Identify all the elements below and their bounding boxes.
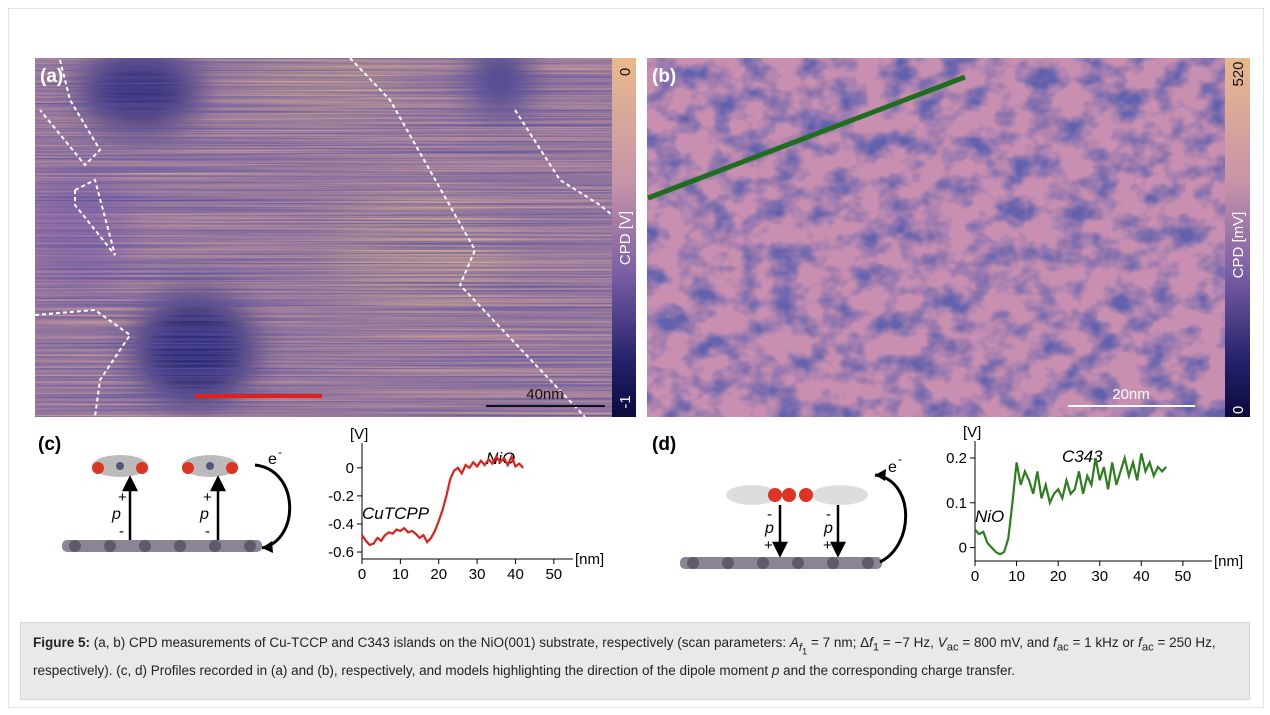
y-tick-label: 0 — [959, 540, 967, 557]
dipole: p — [823, 520, 833, 537]
caption-text: = 1 kHz or — [1068, 635, 1139, 650]
annotation: NiO — [975, 507, 1004, 526]
dipole: p — [111, 506, 121, 523]
caption-text: ac — [946, 641, 959, 654]
electron-charge: - — [898, 452, 902, 466]
colorbar-tick: 520 — [1230, 61, 1247, 86]
scale-bar-label: 20nm — [1112, 386, 1150, 403]
caption-text: 1 — [872, 641, 880, 654]
x-tick-label: 20 — [1050, 568, 1067, 585]
electron: e — [268, 451, 277, 468]
minus: - — [826, 506, 831, 523]
caption-text: = −7 Hz, — [879, 635, 938, 650]
caption-text: p — [771, 662, 780, 678]
line-series — [361, 453, 524, 547]
caption-text: f — [1138, 635, 1142, 650]
caption-text: ac — [1141, 641, 1154, 654]
y-tick-label: 0.1 — [946, 495, 967, 512]
model-c — [62, 455, 292, 553]
y-axis-label: [V] — [963, 424, 981, 441]
colorbar-tick: -1 — [617, 395, 634, 408]
caption-text: A — [789, 635, 799, 650]
x-tick-label: 50 — [1175, 568, 1192, 585]
x-tick-label: 40 — [507, 566, 524, 583]
x-axis-label: [nm] — [1214, 553, 1243, 570]
panel-label: (d) — [652, 434, 676, 455]
figure-frame — [8, 8, 1264, 708]
dipole: p — [764, 520, 774, 537]
annotation: CuTCPP — [362, 504, 430, 523]
model-d — [680, 469, 908, 569]
x-tick-label: 0 — [358, 566, 366, 583]
caption-text: = 7 nm; Δ — [807, 635, 870, 650]
panel-label: (a) — [40, 66, 63, 87]
panel-label: (c) — [38, 434, 61, 455]
x-tick-label: 20 — [430, 566, 447, 583]
colorbar-tick: 0 — [1230, 406, 1247, 414]
minus: - — [767, 506, 772, 523]
image-b — [647, 58, 1225, 417]
y-tick-label: 0 — [346, 460, 354, 477]
minus: - — [205, 523, 210, 540]
colorbar-tick: 0 — [617, 68, 634, 76]
caption-text: f — [869, 635, 873, 650]
caption-text: f — [1053, 635, 1057, 650]
y-tick-label: -0.6 — [328, 544, 354, 561]
caption-text: 1 — [801, 645, 808, 656]
colorbar — [1225, 58, 1250, 417]
x-tick-label: 10 — [392, 566, 409, 583]
plus: + — [118, 489, 127, 506]
x-tick-label: 50 — [545, 566, 562, 583]
x-tick-label: 30 — [1091, 568, 1108, 585]
electron: e — [888, 459, 897, 476]
minus: - — [119, 523, 124, 540]
x-tick-label: 30 — [469, 566, 486, 583]
caption-label: Figure 5: — [33, 635, 91, 650]
colorbar-label: CPD [V] — [617, 211, 634, 265]
y-tick-label: 0.2 — [946, 450, 967, 467]
x-axis-label: [nm] — [575, 551, 604, 568]
panel-label: (b) — [652, 66, 676, 87]
x-tick-label: 0 — [971, 568, 979, 585]
y-tick-label: -0.4 — [328, 516, 354, 533]
scale-bar-label: 40nm — [526, 386, 564, 403]
colorbar-label: CPD [mV] — [1230, 212, 1247, 279]
x-tick-label: 10 — [1008, 568, 1025, 585]
caption-text: and the corresponding charge transfer. — [779, 662, 1016, 678]
x-tick-label: 40 — [1133, 568, 1150, 585]
line-series — [974, 453, 1168, 556]
plus: + — [823, 537, 832, 554]
caption-text: ac — [1056, 641, 1069, 654]
y-axis-label: [V] — [350, 426, 368, 443]
caption: Figure 5: (a, b) CPD measurements of Cu-… — [20, 622, 1250, 700]
caption-text: = 250 Hz, respectively). (c, d) Profiles… — [33, 635, 1216, 678]
caption-text: V — [937, 635, 947, 650]
figure: (a) 40nm 0 CPD [V] -1 (b) 20nm 520 CPD [… — [35, 58, 1250, 585]
electron-charge: - — [278, 445, 282, 459]
caption-text: (a, b) CPD measurements of Cu-TCCP and C… — [93, 635, 790, 650]
annotation: C343 — [1062, 447, 1103, 466]
plus: + — [203, 489, 212, 506]
image-a — [35, 58, 612, 417]
caption-text: = 800 mV, and — [958, 635, 1054, 650]
y-tick-label: -0.2 — [328, 488, 354, 505]
colorbar — [612, 58, 636, 417]
caption-text: f — [798, 641, 802, 654]
plus: + — [764, 537, 773, 554]
dipole: p — [199, 506, 209, 523]
